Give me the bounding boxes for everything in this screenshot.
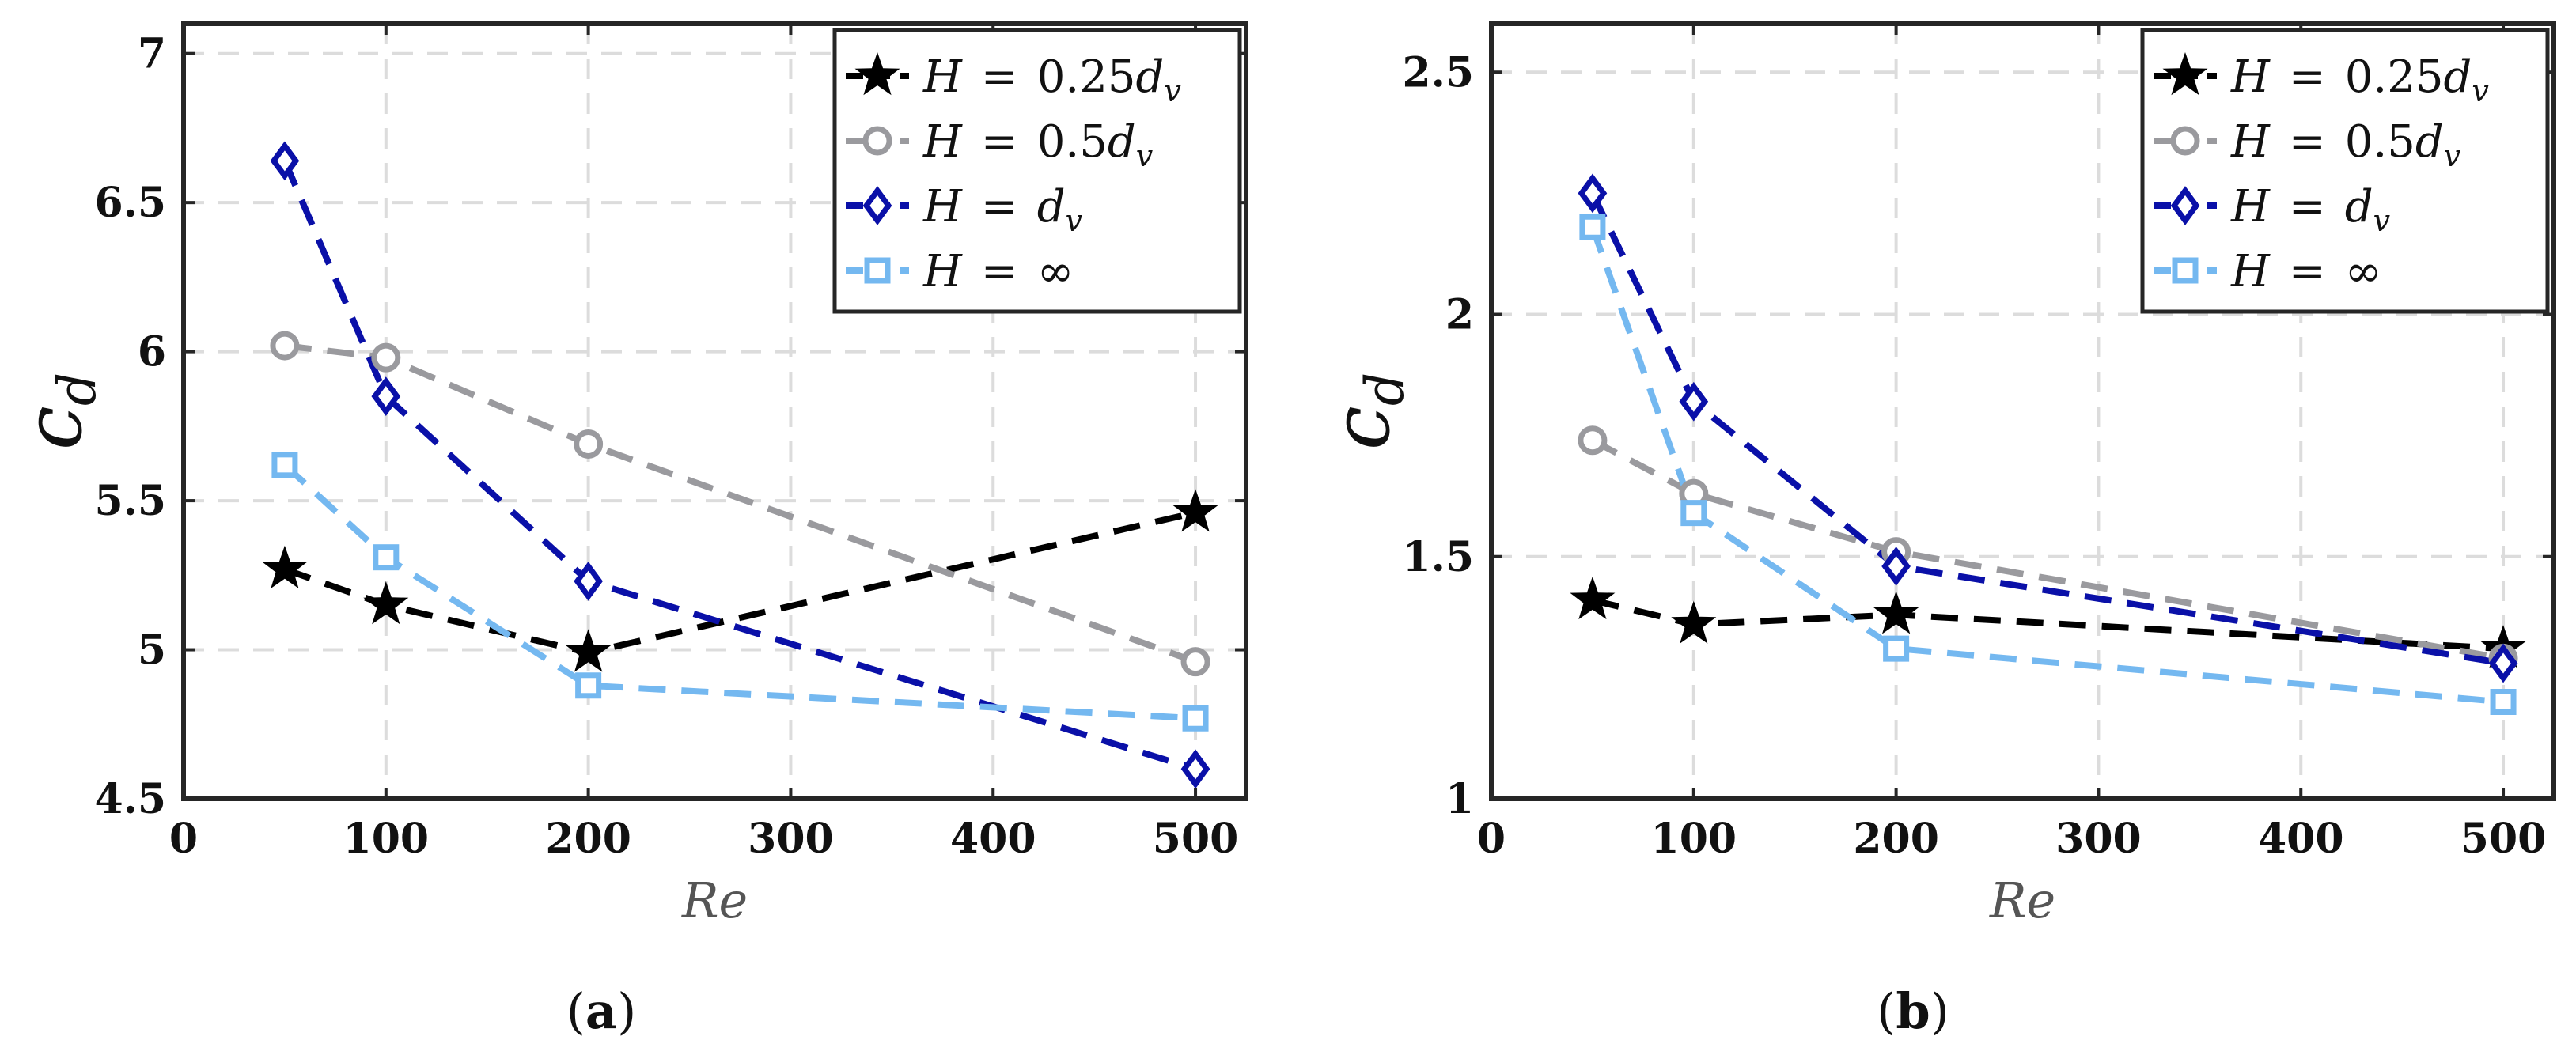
x-tick-label: 100 (343, 815, 430, 863)
legend-label: H = 0.25dv (2230, 51, 2489, 108)
legend-entry-star: H = 0.25dv (2154, 51, 2489, 108)
data-point-diamond (371, 376, 401, 417)
legend: H = 0.25dv H = 0.5dv H = dv H = ∞ (832, 28, 1242, 314)
x-tick-label: 0 (169, 815, 198, 863)
x-tick-label: 300 (2055, 815, 2142, 863)
x-tick-label: 100 (1651, 815, 1737, 863)
legend-label: H = ∞ (922, 246, 1074, 297)
legend-marker-square (2172, 257, 2199, 284)
x-tick-label: 400 (2258, 815, 2344, 863)
data-point-square (1182, 705, 1209, 732)
series-line-circle (284, 342, 1197, 665)
y-tick-label: 2.5 (1403, 48, 1474, 96)
panel-caption: (a) (566, 982, 637, 1040)
panel-caption: (b) (1877, 982, 1949, 1040)
data-point-circle (1578, 425, 1608, 456)
x-tick-label: 400 (950, 815, 1036, 863)
x-tick-label: 0 (1477, 815, 1506, 863)
data-point-square (1680, 500, 1707, 527)
legend-label: H = 0.5dv (922, 116, 1154, 173)
data-point-circle (371, 342, 401, 373)
y-tick-label: 5.5 (95, 477, 166, 525)
data-point-square (1579, 214, 1606, 240)
y-tick-label: 5 (138, 626, 166, 675)
data-point-star (1873, 591, 1919, 634)
series-line-square (282, 462, 1196, 722)
legend-label: H = 0.25dv (922, 51, 1181, 108)
data-point-square (2490, 689, 2517, 715)
x-axis-label: Re (1989, 872, 2055, 929)
legend-marker-diamond (862, 186, 892, 225)
series-line-star (1591, 597, 2504, 652)
x-tick-label: 200 (1853, 815, 1939, 863)
legend-marker-square (864, 257, 891, 284)
legend-label: H = 0.5dv (2230, 116, 2461, 173)
data-point-circle (1180, 647, 1210, 677)
data-point-square (271, 452, 298, 478)
x-tick-label: 500 (2460, 815, 2547, 863)
y-tick-label: 7 (138, 30, 166, 78)
legend-marker-star (854, 52, 900, 96)
legend-entry-circle: H = 0.5dv (2154, 116, 2461, 173)
data-point-star (566, 629, 612, 672)
legend: H = 0.25dv H = 0.5dv H = dv H = ∞ (2140, 28, 2550, 314)
x-tick-label: 500 (1153, 815, 1239, 863)
legend-entry-circle: H = 0.5dv (846, 116, 1154, 173)
data-point-diamond (574, 561, 603, 601)
y-tick-label: 1 (1445, 775, 1474, 823)
chart-panel-a: 0 100 200 300 400 500 4.5 5 5.5 6 6.5 7 Re cd H = 0.25dv… (7, 21, 1248, 929)
legend-entry-square: H = ∞ (2154, 246, 2381, 297)
data-point-star (1172, 489, 1218, 532)
data-point-circle (574, 429, 604, 459)
x-tick-label: 200 (545, 815, 631, 863)
data-point-diamond (1180, 749, 1210, 789)
series-line-square (1589, 225, 2504, 705)
legend-marker-star (2162, 52, 2208, 96)
axes-box (1489, 21, 2556, 801)
legend-label: H = ∞ (2230, 246, 2381, 297)
legend-entry-diamond: H = dv (2154, 181, 2391, 238)
y-tick-label: 4.5 (95, 775, 166, 823)
x-axis-label: Re (681, 872, 748, 929)
legend-marker-diamond (2170, 186, 2200, 225)
data-point-diamond (2488, 643, 2518, 683)
legend-marker-circle (862, 126, 892, 156)
data-point-star (363, 581, 409, 625)
y-tick-label: 6 (138, 328, 166, 376)
data-point-square (575, 672, 602, 699)
axes-box (181, 21, 1248, 801)
data-point-square (1883, 635, 1910, 662)
legend-label: H = dv (922, 181, 1083, 238)
legend-marker-circle (2170, 126, 2200, 156)
y-axis-label: cd (7, 373, 108, 450)
y-axis-label: cd (1315, 373, 1415, 450)
series-line-circle (1591, 437, 2504, 662)
data-point-star (1570, 576, 1616, 620)
data-point-star (262, 545, 308, 588)
x-tick-label: 300 (748, 815, 834, 863)
legend-entry-diamond: H = dv (846, 181, 1083, 238)
series-line-star (283, 509, 1196, 656)
y-tick-label: 6.5 (95, 179, 166, 227)
series-line-diamond (1589, 191, 2504, 667)
y-tick-label: 2 (1445, 291, 1474, 339)
legend-entry-star: H = 0.25dv (846, 51, 1181, 108)
data-point-circle (270, 331, 300, 361)
data-point-square (373, 544, 400, 571)
data-point-diamond (1578, 173, 1608, 214)
y-tick-label: 1.5 (1403, 533, 1474, 581)
data-point-diamond (1881, 547, 1911, 586)
data-point-diamond (1679, 381, 1709, 422)
legend-entry-square: H = ∞ (846, 246, 1074, 297)
data-point-star (1671, 600, 1717, 644)
legend-label: H = dv (2230, 181, 2391, 238)
series-line-diamond (282, 159, 1197, 773)
data-point-diamond (270, 141, 300, 181)
